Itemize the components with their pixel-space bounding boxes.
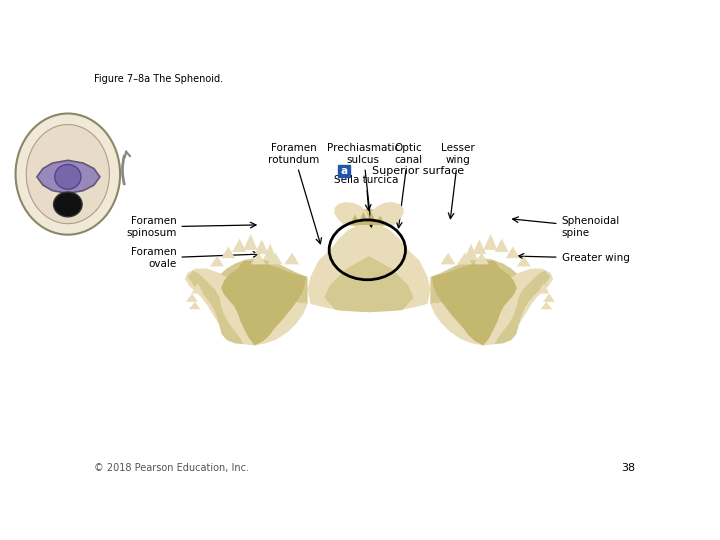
Polygon shape [210,256,224,266]
Text: Prechiasmatic
sulcus: Prechiasmatic sulcus [327,143,400,227]
Text: 38: 38 [621,463,636,473]
Text: Figure 7–8a The Sphenoid.: Figure 7–8a The Sphenoid. [94,74,224,84]
Polygon shape [334,202,368,225]
Polygon shape [221,261,306,346]
Ellipse shape [16,113,120,235]
Polygon shape [543,294,555,302]
Polygon shape [441,253,456,265]
Polygon shape [540,302,552,309]
Polygon shape [251,253,266,265]
Polygon shape [344,208,394,226]
Polygon shape [517,256,531,266]
Polygon shape [431,258,520,304]
Polygon shape [324,256,413,312]
Polygon shape [431,268,553,346]
Text: Superior surface: Superior surface [372,166,464,176]
Polygon shape [358,212,369,225]
Polygon shape [483,234,498,250]
Polygon shape [307,224,431,312]
Polygon shape [370,202,404,225]
Text: Sphenoidal
spine: Sphenoidal spine [513,216,620,238]
Ellipse shape [53,192,82,217]
Polygon shape [464,244,478,260]
FancyBboxPatch shape [338,165,350,177]
Polygon shape [186,294,198,302]
Text: Foramen
ovale: Foramen ovale [131,247,258,269]
Polygon shape [221,246,235,258]
Polygon shape [233,239,246,252]
Ellipse shape [55,165,81,189]
Polygon shape [474,253,489,265]
Polygon shape [185,268,307,346]
Polygon shape [263,244,277,260]
Polygon shape [188,271,243,344]
Text: Lesser
wing: Lesser wing [441,143,475,219]
Text: Greater wing: Greater wing [518,253,629,263]
Polygon shape [267,253,282,265]
Polygon shape [374,216,386,225]
Polygon shape [192,283,203,294]
Polygon shape [495,239,508,252]
Text: Sella turcica: Sella turcica [334,176,398,210]
Polygon shape [37,160,100,193]
Polygon shape [255,239,269,254]
Text: a: a [341,166,348,176]
Polygon shape [538,283,549,294]
Polygon shape [218,258,307,304]
Polygon shape [349,214,361,225]
Polygon shape [366,213,377,225]
Polygon shape [505,246,520,258]
Polygon shape [189,302,200,309]
Ellipse shape [26,125,109,224]
Polygon shape [495,271,550,344]
Text: Foramen
spinosum: Foramen spinosum [126,216,256,238]
Polygon shape [472,239,486,254]
Text: Foramen
rotundum: Foramen rotundum [268,143,321,244]
Text: Optic
canal: Optic canal [394,143,422,228]
Polygon shape [457,253,472,265]
Polygon shape [243,234,258,250]
Polygon shape [284,253,300,265]
Text: © 2018 Pearson Education, Inc.: © 2018 Pearson Education, Inc. [94,463,249,473]
Polygon shape [432,261,517,346]
